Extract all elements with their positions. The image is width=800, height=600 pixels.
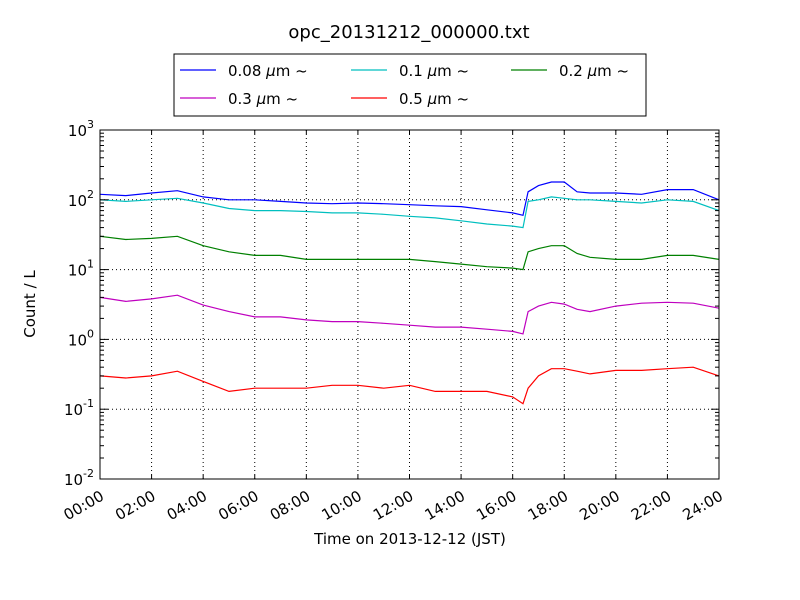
legend-entry: 0.08 μm ~ <box>228 62 308 80</box>
x-tick-label: 02:00 <box>112 487 158 524</box>
series-line <box>99 235 720 271</box>
x-tick-label: 18:00 <box>525 487 571 524</box>
x-tick-labels: 00:00 02:00 04:00 06:00 08:00 10:00 12:00 14:00… <box>61 487 726 524</box>
legend-entry: 0.3 μm ~ <box>228 90 298 108</box>
chart-title: opc_20131212_000000.txt <box>288 22 529 43</box>
y-tick-label: 102 <box>68 188 94 210</box>
legend: 0.08 μm ~ 0.1 μm ~ 0.2 μm ~ 0.3 μm ~ 0.5 μm … <box>173 53 647 117</box>
legend-entry: 0.2 μm ~ <box>559 62 629 80</box>
y-tick-labels: 10-2 10-1 100 101 102 103 <box>64 118 94 489</box>
legend-entry: 0.5 μm ~ <box>399 90 469 108</box>
x-tick-label: 24:00 <box>680 487 726 524</box>
x-tick-label: 10:00 <box>318 487 364 524</box>
series-line <box>99 196 720 229</box>
x-axis-label: Time on 2013-12-12 (JST) <box>313 530 506 548</box>
legend-box <box>173 53 647 117</box>
x-tick-label: 04:00 <box>164 487 210 524</box>
x-tick-label: 20:00 <box>576 487 622 524</box>
plot-frame <box>99 129 720 480</box>
series-line <box>99 294 720 335</box>
legend-entry: 0.1 μm ~ <box>399 62 469 80</box>
y-tick-label: 103 <box>68 118 94 140</box>
x-tick-label: 08:00 <box>267 487 313 524</box>
y-axis-label: Count / L <box>21 270 39 338</box>
ticks-group <box>99 129 720 480</box>
y-tick-label: 10-1 <box>64 397 94 419</box>
x-tick-label: 00:00 <box>61 487 107 524</box>
x-tick-label: 14:00 <box>422 487 468 524</box>
series-line <box>99 181 720 217</box>
y-tick-label: 100 <box>68 327 94 349</box>
x-tick-label: 06:00 <box>215 487 261 524</box>
x-tick-label: 22:00 <box>628 487 674 524</box>
y-tick-label: 10-2 <box>64 467 94 489</box>
x-tick-label: 12:00 <box>370 487 416 524</box>
x-tick-label: 16:00 <box>473 487 519 524</box>
series-group <box>99 181 720 405</box>
series-line <box>99 366 720 405</box>
y-tick-label: 101 <box>68 258 94 280</box>
